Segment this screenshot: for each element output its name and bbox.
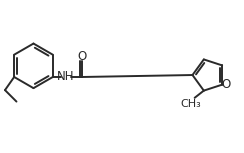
Text: O: O — [222, 78, 231, 91]
Text: NH: NH — [57, 71, 74, 84]
Text: CH₃: CH₃ — [180, 99, 201, 109]
Text: O: O — [78, 50, 87, 63]
